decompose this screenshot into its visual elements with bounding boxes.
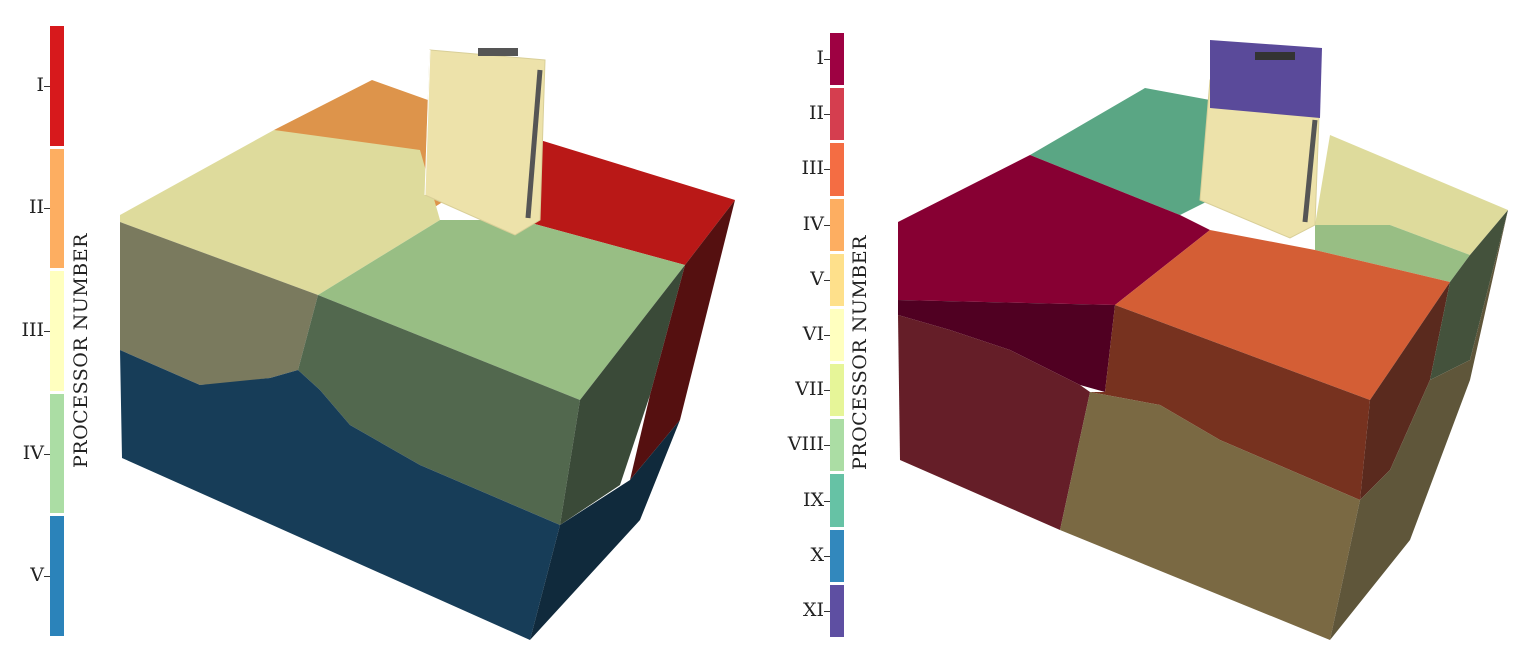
- domain-III-top: [120, 130, 440, 295]
- colorbar-tick: [44, 576, 50, 578]
- domain-I-top: [898, 155, 1210, 305]
- colorbar-segment-IX: [830, 474, 844, 527]
- colorbar-segment-I: [830, 33, 844, 86]
- domain-VI-right: [1330, 210, 1508, 640]
- colorbar-tick: [824, 390, 830, 392]
- colorbar-tick-label: IX: [802, 488, 824, 511]
- colorbar-tick: [824, 114, 830, 116]
- partition-render-left: [120, 48, 735, 640]
- colorbar-left: I II III IV V: [21, 26, 100, 636]
- domain-I-side: [898, 300, 1115, 392]
- colorbar-segment-III: [50, 271, 64, 391]
- right-figure: I II III IV V VI VII VIII IX X XI PROCESSOR NUMBER: [770, 0, 1531, 663]
- colorbar-tick-label: II: [808, 102, 824, 125]
- colorbar-tick-label: X: [810, 543, 824, 566]
- domain-III-right: [1360, 282, 1450, 500]
- domain-I-side-lower: [898, 315, 1090, 530]
- colorbar-tick-label: VII: [795, 378, 824, 401]
- colorbar-tick-label: VI: [802, 323, 824, 345]
- colorbar-tick: [44, 208, 50, 210]
- colorbar-segment-X: [830, 529, 844, 582]
- colorbar-tick-label: XI: [802, 598, 824, 621]
- tower-left: [424, 48, 546, 236]
- domain-IV-right: [560, 265, 685, 525]
- colorbar-segment-VII: [830, 364, 844, 417]
- domain-I-top: [520, 140, 735, 265]
- colorbar-tick-label: IV: [22, 441, 44, 464]
- colorbar-tick: [824, 335, 830, 336]
- colorbar-tick: [824, 279, 830, 281]
- domain-IV-top: [318, 220, 685, 400]
- colorbar-tick-label: II: [28, 196, 44, 219]
- colorbar-tick: [824, 500, 830, 502]
- domain-III-side: [120, 222, 318, 385]
- domain-VI-side: [1060, 392, 1360, 640]
- colorbar-segment-II: [50, 148, 64, 269]
- colorbar-segment-II: [830, 88, 844, 141]
- domain-VIII-right: [1430, 210, 1508, 380]
- colorbar-tick: [824, 445, 830, 447]
- colorbar-segment-I: [50, 26, 64, 146]
- tower-right: [1199, 40, 1322, 239]
- domain-IV-side: [298, 295, 580, 525]
- domain-V-right: [530, 420, 680, 640]
- colorbar-segment-IV: [830, 198, 844, 251]
- left-figure: I II III IV V PROCESSOR NUMBER: [0, 0, 765, 663]
- colorbar-tick: [44, 85, 50, 87]
- domain-XI-top-floors: [1210, 40, 1322, 118]
- colorbar-tick-label: I: [36, 73, 44, 96]
- colorbar-segment-V: [50, 516, 64, 636]
- colorbar-tick-label: III: [801, 157, 824, 180]
- colorbar-tick: [824, 610, 830, 612]
- domain-VIII-top: [1315, 225, 1470, 282]
- colorbar-tick: [824, 555, 830, 557]
- colorbar-tick-label: V: [810, 267, 824, 290]
- colorbar-tick: [824, 224, 830, 226]
- colorbar-tick-label: V: [30, 564, 44, 587]
- colorbar-segment-VIII: [830, 419, 844, 472]
- domain-V-side: [120, 350, 560, 640]
- colorbar-segment-IV: [50, 393, 64, 514]
- colorbar-tick-label: I: [816, 47, 824, 70]
- colorbar-tick: [824, 59, 830, 61]
- domain-IX-top: [1030, 88, 1210, 215]
- domain-I-right: [630, 200, 735, 480]
- colorbar-tick-label: VIII: [787, 433, 824, 456]
- colorbar-tick: [44, 453, 50, 455]
- colorbar-segment-V: [830, 253, 844, 306]
- colorbar-segment-VI: [830, 308, 844, 362]
- domain-III-top: [1115, 230, 1450, 400]
- colorbar-segment-III: [830, 143, 844, 196]
- colorbar-tick-label: III: [21, 319, 44, 341]
- colorbar-tick-label: IV: [802, 212, 824, 235]
- colorbar-tick: [44, 331, 50, 332]
- colorbar-right: I II III IV V VI VII VIII IX X XI: [788, 33, 880, 637]
- colorbar-segment-XI: [830, 584, 844, 637]
- colorbar-tick: [824, 169, 830, 171]
- domain-III-side: [1090, 305, 1370, 500]
- partition-render-right: [898, 40, 1508, 640]
